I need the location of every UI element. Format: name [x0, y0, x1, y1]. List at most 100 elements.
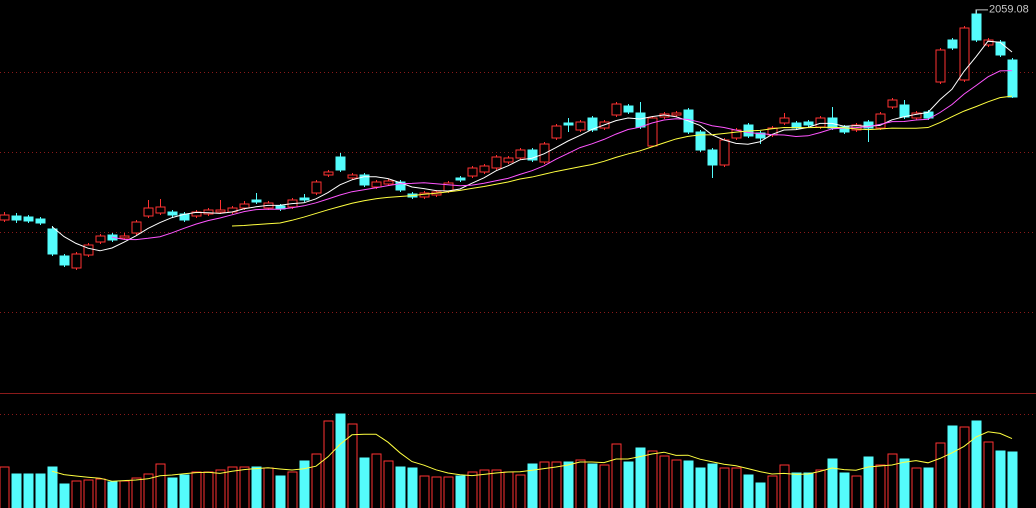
volume-bar	[467, 471, 478, 508]
volume-bar	[623, 461, 634, 508]
candle-body	[479, 165, 490, 173]
volume-bar	[1007, 451, 1018, 508]
volume-bar	[407, 467, 418, 508]
volume-bar	[419, 475, 430, 508]
candle-body	[875, 113, 886, 129]
volume-bar	[335, 413, 346, 508]
volume-bar	[71, 480, 82, 508]
candle-body	[671, 112, 682, 116]
candle-body	[863, 121, 874, 129]
volume-bar	[455, 475, 466, 508]
candle-body	[635, 112, 646, 128]
volume-bar	[143, 473, 154, 508]
volume-bar	[563, 461, 574, 508]
candle-body	[947, 39, 958, 49]
max-label: 2059.08	[989, 4, 1029, 16]
volume-bar	[323, 420, 334, 508]
volume-bar	[923, 467, 934, 508]
candle-body	[971, 13, 982, 41]
volume-bar	[611, 443, 622, 508]
volume-bar	[551, 461, 562, 508]
volume-bar	[371, 453, 382, 508]
volume-bar	[203, 471, 214, 508]
candle-body	[203, 209, 214, 215]
volume-bar	[683, 460, 694, 508]
volume-bar	[215, 469, 226, 508]
candle-body	[47, 228, 58, 255]
volume-bar	[311, 453, 322, 508]
candle-body	[815, 117, 826, 128]
volume-bar	[383, 460, 394, 508]
candle-body	[563, 122, 574, 126]
candle-body	[899, 104, 910, 118]
candle-body	[755, 132, 766, 139]
volume-bar	[719, 467, 730, 508]
volume-bar	[275, 475, 286, 508]
candle-body	[131, 221, 142, 234]
volume-bar	[863, 456, 874, 508]
candle-body	[395, 181, 406, 191]
volume-bar	[695, 467, 706, 508]
volume-bar	[575, 459, 586, 508]
volume-bar	[23, 473, 34, 508]
candle-body	[551, 125, 562, 139]
candle-body	[887, 99, 898, 108]
volume-bar	[671, 459, 682, 508]
candle-body	[623, 105, 634, 113]
volume-bar	[647, 450, 658, 508]
candle-body	[839, 126, 850, 133]
volume-bar	[707, 463, 718, 508]
volume-bar	[791, 472, 802, 508]
volume-bar	[227, 466, 238, 508]
volume-bar	[35, 473, 46, 508]
volume-bar	[779, 464, 790, 508]
volume-bar	[479, 469, 490, 508]
candle-body	[779, 117, 790, 124]
volume-bar	[851, 475, 862, 508]
volume-bar	[59, 483, 70, 508]
candle-body	[587, 117, 598, 131]
candle-body	[455, 177, 466, 181]
volume-ma-line	[51, 431, 1013, 482]
volume-bar	[803, 472, 814, 508]
volume-bar	[971, 420, 982, 508]
candle-body	[23, 216, 34, 222]
volume-bar	[0, 466, 10, 508]
candle-body	[11, 215, 22, 221]
volume-bar	[515, 474, 526, 508]
candle-body	[215, 209, 226, 213]
volume-bar	[587, 463, 598, 508]
volume-bar	[767, 475, 778, 508]
volume-bar	[155, 463, 166, 508]
volume-bar	[167, 477, 178, 508]
volume-bar	[743, 474, 754, 508]
candle-body	[983, 39, 994, 46]
candle-body	[251, 199, 262, 203]
volume-bar	[539, 461, 550, 508]
candle-body	[323, 171, 334, 176]
volume-bar	[95, 478, 106, 508]
candle-body	[995, 41, 1006, 56]
volume-bar	[431, 476, 442, 508]
volume-bar	[815, 469, 826, 508]
candle-body	[71, 253, 82, 269]
volume-bar	[299, 460, 310, 508]
candle-body	[467, 167, 478, 177]
ma-line	[51, 40, 1013, 252]
volume-bar	[395, 466, 406, 508]
volume-bar	[119, 480, 130, 508]
candle-body	[311, 181, 322, 194]
volume-bar	[287, 471, 298, 508]
volume-bar	[635, 447, 646, 508]
volume-bar	[503, 471, 514, 508]
candle-body	[1007, 59, 1018, 98]
candle-body	[83, 244, 94, 256]
candle-body	[383, 180, 394, 185]
volume-bar	[731, 467, 742, 508]
volume-bar	[191, 471, 202, 508]
volume-bar	[887, 453, 898, 508]
candle-body	[359, 174, 370, 186]
candle-body	[143, 207, 154, 217]
volume-bar	[131, 477, 142, 508]
volume-bar	[239, 466, 250, 508]
